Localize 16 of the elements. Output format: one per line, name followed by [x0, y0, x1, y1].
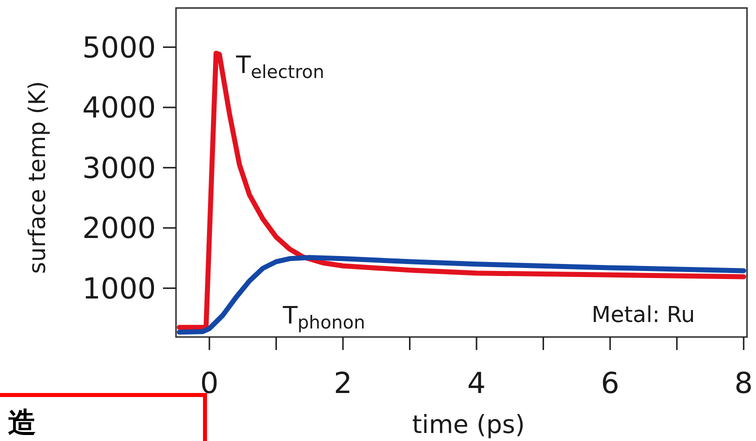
series-label: T$_{electron}$: [235, 51, 324, 84]
x-axis-title: time (ps): [412, 410, 525, 439]
y-tick-label: 4000: [82, 90, 156, 125]
y-axis-title: surface temp (K): [25, 81, 51, 274]
x-tick-label: 8: [734, 366, 753, 400]
x-tick-label: 4: [467, 366, 486, 400]
series-label: T$_{phonon}$: [282, 301, 366, 334]
y-tick-label: 3000: [82, 150, 156, 185]
text: 造: [8, 406, 36, 439]
y-tick-label: 1000: [82, 271, 156, 306]
x-tick-label: 6: [600, 366, 620, 400]
y-tick-label: 2000: [82, 211, 156, 246]
annotation: Metal: Ru: [592, 303, 695, 328]
x-tick-label: 2: [334, 366, 352, 400]
y-tick-label: 5000: [82, 30, 156, 64]
x-tick-label: 0: [200, 366, 219, 400]
